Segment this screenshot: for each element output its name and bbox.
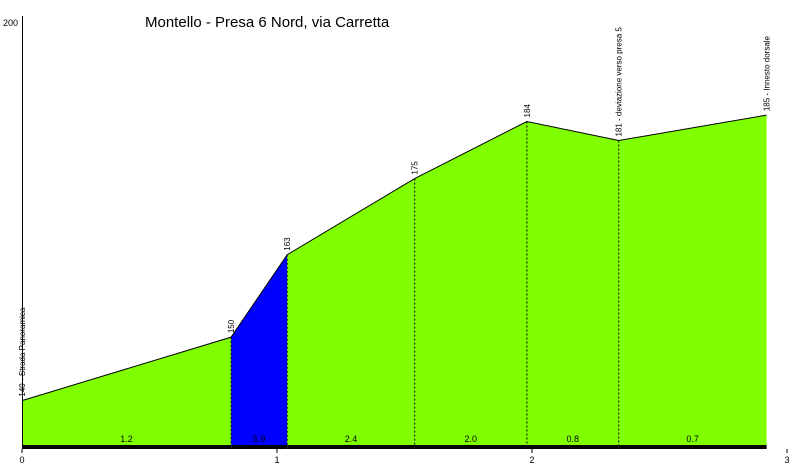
profile-areas xyxy=(22,115,767,445)
segment-label-2: 5.9 xyxy=(253,434,266,444)
distance-bar xyxy=(22,445,767,449)
segment-label-4: 2.0 xyxy=(465,434,478,444)
distance-bar-segment-1 xyxy=(22,445,232,449)
profile-outline xyxy=(21,114,767,402)
profile-segment-3 xyxy=(287,178,415,445)
x-ticks: 0 1 2 3 xyxy=(19,449,790,465)
segment-label-6: 0.7 xyxy=(686,434,699,444)
segment-label-3: 2.4 xyxy=(345,434,358,444)
point-label-4: 175 xyxy=(411,161,420,175)
x-tick-label-0: 0 xyxy=(19,455,24,465)
profile-segment-5 xyxy=(526,121,619,445)
distance-bar-segment-5 xyxy=(526,445,619,449)
x-tick-label-3: 3 xyxy=(784,455,789,465)
segment-labels: 1.2 5.9 2.4 2.0 0.8 0.7 xyxy=(120,434,699,444)
profile-line xyxy=(21,114,767,402)
x-tick-label-1: 1 xyxy=(274,455,279,465)
point-label-3: 163 xyxy=(283,237,292,251)
point-label-2: 150 xyxy=(227,319,236,333)
profile-segment-4 xyxy=(414,121,527,445)
profile-segment-2 xyxy=(231,254,288,445)
segment-label-5: 0.8 xyxy=(567,434,580,444)
chart-title: Montello - Presa 6 Nord, via Carretta xyxy=(145,14,390,31)
distance-bar-segment-4 xyxy=(414,445,527,449)
point-labels: 140 - Strada Panoramica 150 163 175 184 181 -… xyxy=(18,27,772,397)
distance-bar-segment-6 xyxy=(618,445,767,449)
profile-segment-1 xyxy=(22,337,232,445)
point-label-1: 140 - Strada Panoramica xyxy=(18,307,27,396)
segment-dividers xyxy=(230,121,620,445)
x-tick-label-2: 2 xyxy=(529,455,534,465)
point-label-6: 181 - deviazione verso presa 5 xyxy=(615,27,624,137)
distance-bar-segment-2 xyxy=(231,445,288,449)
point-label-5: 184 xyxy=(523,104,532,118)
segment-label-1: 1.2 xyxy=(120,434,133,444)
profile-segment-6 xyxy=(618,115,767,445)
y-tick-label-200: 200 xyxy=(3,18,18,28)
distance-bar-segment-3 xyxy=(287,445,415,449)
point-label-7: 185 - Innesto dorsale xyxy=(763,35,772,111)
